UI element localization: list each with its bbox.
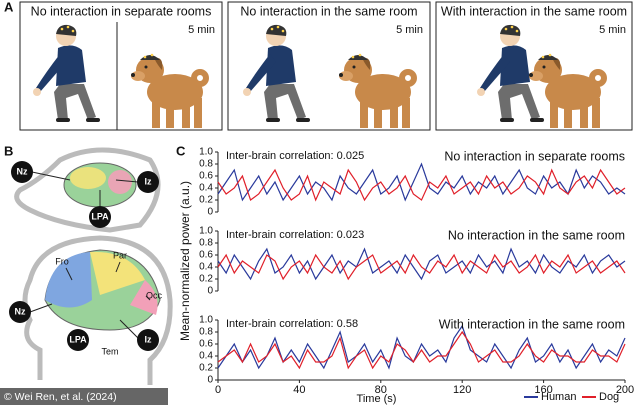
panel-label: C — [176, 143, 186, 158]
y-tick-label: 0.8 — [199, 238, 213, 249]
label-lead — [115, 261, 121, 273]
label-lead — [65, 267, 73, 281]
parietal-lobe — [90, 251, 145, 295]
electrode-label: LPA — [91, 211, 109, 221]
y-tick-label: 0.2 — [199, 363, 213, 374]
scene-title: No interaction in separate rooms — [31, 4, 212, 18]
series-line — [217, 162, 626, 202]
occipital-lobe — [130, 280, 158, 315]
credit: © Wei Ren, et al. (2024) — [4, 391, 117, 403]
region-label: Par — [113, 250, 127, 260]
y-tick-label: 1.0 — [199, 315, 213, 326]
x-tick-label: 0 — [215, 384, 221, 396]
electrode-label: Iz — [144, 176, 152, 186]
annotation: Inter-brain correlation: 0.025 — [226, 150, 364, 162]
series-line — [217, 168, 626, 202]
annotation: Inter-brain correlation: 0.58 — [226, 318, 358, 330]
x-tick-label: 160 — [534, 384, 552, 396]
y-tick-label: 0.8 — [199, 327, 213, 338]
region-label: Occ — [146, 290, 163, 300]
y-tick-label: 0 — [207, 286, 213, 297]
human — [243, 24, 310, 123]
series-line — [217, 247, 626, 281]
y-tick-label: 0.4 — [199, 183, 213, 194]
y-tick-label: 0.4 — [199, 262, 213, 273]
series-line — [217, 253, 626, 281]
y-axis-label: Mean-normalized power (a.u.) — [178, 181, 192, 341]
scene-box — [19, 1, 223, 131]
series-line — [217, 324, 626, 370]
chart-title: With interaction in the same room — [439, 317, 625, 331]
x-tick-label: 40 — [293, 384, 305, 396]
y-tick-label: 1.0 — [199, 147, 213, 158]
chart-title: No interaction in separate rooms — [444, 149, 625, 163]
label-lead — [145, 295, 151, 301]
annotation: Inter-brain correlation: 0.023 — [226, 229, 364, 241]
electrode-lead — [119, 319, 141, 341]
dog-brain-region — [108, 170, 132, 194]
electrode — [11, 161, 33, 183]
duration: 5 min — [188, 24, 215, 36]
y-tick-label: 0.6 — [199, 250, 213, 261]
dog-head — [14, 147, 161, 233]
y-tick-label: 0.8 — [199, 159, 213, 170]
electrode — [137, 329, 159, 351]
electrode — [137, 171, 159, 193]
electrode-lead — [31, 171, 71, 181]
x-tick-label: 120 — [453, 384, 471, 396]
x-tick-label: 80 — [375, 384, 387, 396]
dog — [339, 54, 414, 128]
electrode-lead — [115, 179, 139, 183]
chart-title: No interaction in the same room — [448, 228, 625, 242]
y-tick-label: 0 — [207, 207, 213, 218]
electrode-label: Iz — [144, 334, 152, 344]
electrode — [89, 206, 111, 228]
x-tick-label: 200 — [616, 384, 634, 396]
panel-label: A — [4, 0, 14, 14]
y-tick-label: 0.2 — [199, 195, 213, 206]
dog — [131, 54, 206, 128]
dog-brain-region — [70, 167, 106, 189]
region-label: Fro — [55, 256, 69, 266]
credit-bg — [0, 388, 168, 405]
region-label: Tem — [101, 346, 118, 356]
y-tick-label: 0.4 — [199, 351, 213, 362]
x-axis-label: Time (s) — [357, 393, 397, 405]
scene-title: With interaction in the same room — [441, 4, 627, 18]
y-tick-label: 0 — [207, 375, 213, 386]
duration: 5 min — [599, 24, 626, 36]
electrode-label: Nz — [15, 306, 26, 316]
electrode-label: LPA — [69, 334, 87, 344]
electrode — [67, 329, 89, 351]
panel-label: B — [4, 143, 13, 158]
y-tick-label: 1.0 — [199, 226, 213, 237]
y-tick-label: 0.6 — [199, 339, 213, 350]
legend-label: Human — [541, 391, 576, 403]
legend-label: Dog — [599, 391, 619, 403]
electrode-lead — [29, 303, 53, 313]
human — [33, 24, 100, 123]
y-tick-label: 0.6 — [199, 171, 213, 182]
scene-box — [227, 1, 431, 131]
series-line — [217, 330, 626, 370]
scene-box — [435, 1, 633, 131]
duration: 5 min — [396, 24, 423, 36]
electrode-label: Nz — [17, 166, 28, 176]
y-tick-label: 0.2 — [199, 274, 213, 285]
frontal-lobe — [45, 252, 92, 308]
electrode — [9, 301, 31, 323]
scene-title: No interaction in the same room — [240, 4, 417, 18]
dog — [529, 54, 604, 128]
human-head — [22, 235, 173, 385]
